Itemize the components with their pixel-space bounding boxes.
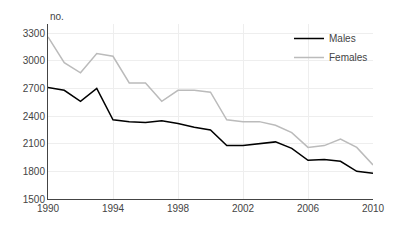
svg-text:2100: 2100	[23, 138, 46, 149]
svg-text:2700: 2700	[23, 83, 46, 94]
svg-text:1998: 1998	[167, 203, 190, 214]
svg-text:3000: 3000	[23, 55, 46, 66]
svg-text:Males: Males	[329, 33, 356, 44]
svg-text:2002: 2002	[232, 203, 255, 214]
svg-text:2400: 2400	[23, 111, 46, 122]
svg-text:1990: 1990	[37, 203, 60, 214]
svg-text:2006: 2006	[297, 203, 320, 214]
svg-text:3300: 3300	[23, 28, 46, 39]
svg-text:1800: 1800	[23, 166, 46, 177]
svg-text:1994: 1994	[102, 203, 125, 214]
svg-text:no.: no.	[50, 11, 64, 22]
svg-text:2010: 2010	[362, 203, 385, 214]
svg-text:Females: Females	[329, 52, 367, 63]
svg-text:1500: 1500	[23, 194, 46, 205]
